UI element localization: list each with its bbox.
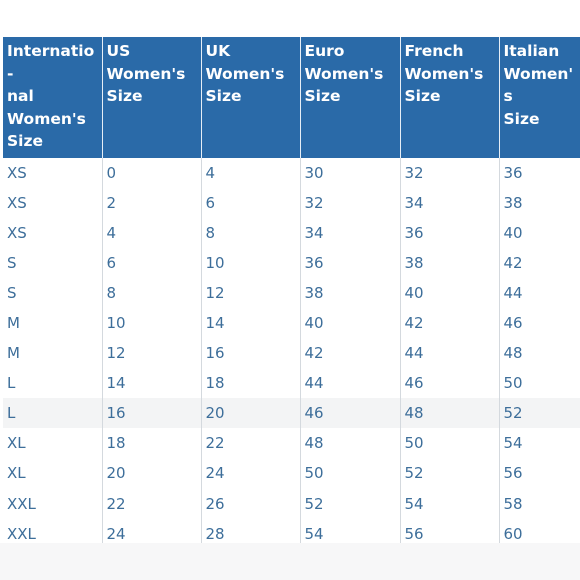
cell-uk-size: 20	[201, 398, 301, 429]
cell-french-size: 38	[400, 247, 500, 278]
cell-euro-size: 46	[300, 398, 401, 429]
cell-us-size: 14	[102, 368, 202, 399]
cell-us-size: 4	[102, 217, 202, 248]
cell-euro-size: 50	[300, 458, 401, 489]
cell-uk-size: 6	[201, 187, 301, 218]
cell-italian-size: 40	[499, 217, 580, 248]
cell-french-size: 42	[400, 307, 500, 339]
cell-french-size: 48	[400, 398, 500, 429]
header-row: Internatio-nal Women's Size US Women's Size …	[3, 37, 580, 158]
cell-italian-size: 38	[499, 187, 580, 218]
cell-french-size: 44	[400, 338, 500, 369]
cell-international-size: XS	[3, 157, 103, 188]
cell-euro-size: 34	[300, 217, 401, 248]
cell-euro-size: 32	[300, 187, 401, 218]
cell-international-size: XL	[3, 458, 103, 489]
cell-us-size: 12	[102, 338, 202, 369]
table-row: XS 2 6 32 34 38	[3, 187, 580, 218]
header-french-size: French Women's Size	[400, 37, 500, 158]
cell-uk-size: 18	[201, 368, 301, 399]
cell-italian-size: 46	[499, 307, 580, 339]
cell-us-size: 2	[102, 187, 202, 218]
cell-uk-size: 8	[201, 217, 301, 248]
cell-uk-size: 16	[201, 338, 301, 369]
cell-uk-size: 12	[201, 277, 301, 308]
table-row: XS 0 4 30 32 36	[3, 157, 580, 188]
table-row: M 10 14 40 42 46	[3, 307, 580, 339]
cell-uk-size: 10	[201, 247, 301, 278]
cell-us-size: 6	[102, 247, 202, 278]
cell-us-size: 0	[102, 157, 202, 188]
size-conversion-table: Internatio-nal Women's Size US Women's Size …	[3, 37, 580, 549]
cell-uk-size: 26	[201, 488, 301, 519]
cell-euro-size: 38	[300, 277, 401, 308]
header-us-size: US Women's Size	[102, 37, 202, 158]
table-row: XL 18 22 48 50 54	[3, 428, 580, 459]
table-row: XL 20 24 50 52 56	[3, 458, 580, 489]
cell-french-size: 50	[400, 428, 500, 459]
cell-international-size: XS	[3, 217, 103, 248]
cell-italian-size: 56	[499, 458, 580, 489]
cell-us-size: 8	[102, 277, 202, 308]
cell-french-size: 40	[400, 277, 500, 308]
cell-international-size: M	[3, 338, 103, 369]
table-row: XXL 22 26 52 54 58	[3, 488, 580, 519]
cell-italian-size: 48	[499, 338, 580, 369]
cell-us-size: 20	[102, 458, 202, 489]
header-international-size: Internatio-nal Women's Size	[3, 37, 103, 158]
cell-french-size: 36	[400, 217, 500, 248]
cell-euro-size: 40	[300, 307, 401, 339]
cell-euro-size: 36	[300, 247, 401, 278]
cell-us-size: 10	[102, 307, 202, 339]
cell-uk-size: 24	[201, 458, 301, 489]
header-uk-size: UK Women's Size	[201, 37, 301, 158]
cell-international-size: S	[3, 277, 103, 308]
cell-uk-size: 14	[201, 307, 301, 339]
cell-us-size: 16	[102, 398, 202, 429]
table-row: XS 4 8 34 36 40	[3, 217, 580, 248]
table-row: L 14 18 44 46 50	[3, 368, 580, 399]
header-euro-size: Euro Women's Size	[300, 37, 401, 158]
cell-international-size: S	[3, 247, 103, 278]
bottom-band	[0, 543, 580, 580]
cell-italian-size: 52	[499, 398, 580, 429]
cell-international-size: XS	[3, 187, 103, 218]
cell-international-size: L	[3, 398, 103, 429]
cell-italian-size: 58	[499, 488, 580, 519]
cell-uk-size: 4	[201, 157, 301, 188]
cell-french-size: 52	[400, 458, 500, 489]
cell-international-size: M	[3, 307, 103, 339]
cell-euro-size: 44	[300, 368, 401, 399]
cell-italian-size: 54	[499, 428, 580, 459]
cell-international-size: XL	[3, 428, 103, 459]
cell-french-size: 46	[400, 368, 500, 399]
cell-euro-size: 30	[300, 157, 401, 188]
cell-italian-size: 44	[499, 277, 580, 308]
cell-us-size: 18	[102, 428, 202, 459]
table-row: L 16 20 46 48 52	[3, 398, 580, 429]
header-italian-size: Italian Women's Size	[499, 37, 580, 158]
table-row: S 6 10 36 38 42	[3, 247, 580, 278]
cell-italian-size: 42	[499, 247, 580, 278]
cell-french-size: 54	[400, 488, 500, 519]
cell-french-size: 32	[400, 157, 500, 188]
cell-french-size: 34	[400, 187, 500, 218]
cell-international-size: L	[3, 368, 103, 399]
table-row: S 8 12 38 40 44	[3, 277, 580, 308]
cell-italian-size: 50	[499, 368, 580, 399]
cell-euro-size: 42	[300, 338, 401, 369]
table-row: M 12 16 42 44 48	[3, 338, 580, 369]
cell-uk-size: 22	[201, 428, 301, 459]
cell-us-size: 22	[102, 488, 202, 519]
cell-euro-size: 52	[300, 488, 401, 519]
cell-euro-size: 48	[300, 428, 401, 459]
cell-italian-size: 36	[499, 157, 580, 188]
table-body: XS 0 4 30 32 36 XS 2 6 32 34 38 XS 4 8 34 36 40 S 6 10 36 38 42…	[3, 157, 580, 549]
cell-international-size: XXL	[3, 488, 103, 519]
